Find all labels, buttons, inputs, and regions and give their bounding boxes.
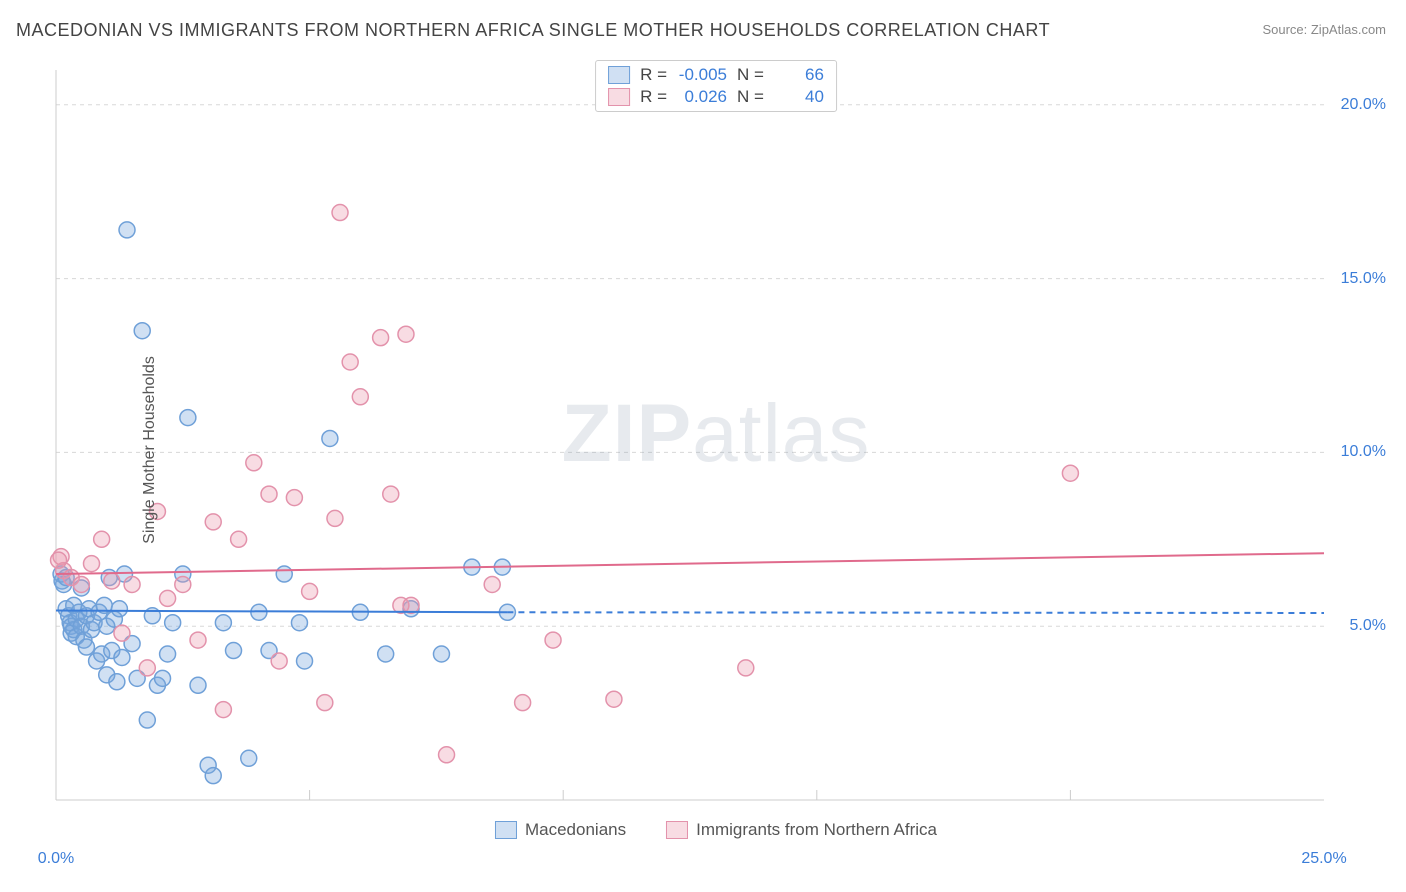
legend-top-row-0: R = -0.005 N = 66 — [608, 65, 824, 85]
chart-svg — [48, 60, 1384, 840]
y-axis-label: Single Mother Households — [141, 356, 159, 544]
legend-n-val-1: 40 — [774, 87, 824, 107]
chart-container: MACEDONIAN VS IMMIGRANTS FROM NORTHERN A… — [0, 0, 1406, 892]
legend-r-val-0: -0.005 — [677, 65, 727, 85]
legend-n-label-0: N = — [737, 65, 764, 85]
y-tick-label: 10.0% — [1341, 443, 1386, 461]
y-tick-label: 15.0% — [1341, 270, 1386, 288]
y-tick-label: 5.0% — [1350, 617, 1386, 635]
legend-swatch-1 — [608, 88, 630, 106]
chart-title: MACEDONIAN VS IMMIGRANTS FROM NORTHERN A… — [16, 20, 1050, 41]
legend-n-label-1: N = — [737, 87, 764, 107]
legend-bottom-item-0: Macedonians — [495, 820, 626, 840]
legend-r-label-0: R = — [640, 65, 667, 85]
legend-bottom-swatch-1 — [666, 821, 688, 839]
legend-bottom: Macedonians Immigrants from Northern Afr… — [495, 820, 937, 840]
legend-top-row-1: R = 0.026 N = 40 — [608, 87, 824, 107]
x-tick-label: 25.0% — [1301, 850, 1346, 868]
legend-n-val-0: 66 — [774, 65, 824, 85]
legend-bottom-item-1: Immigrants from Northern Africa — [666, 820, 937, 840]
source-label: Source: ZipAtlas.com — [1262, 22, 1386, 37]
legend-bottom-label-1: Immigrants from Northern Africa — [696, 820, 937, 840]
legend-swatch-0 — [608, 66, 630, 84]
legend-bottom-swatch-0 — [495, 821, 517, 839]
legend-r-val-1: 0.026 — [677, 87, 727, 107]
legend-top: R = -0.005 N = 66 R = 0.026 N = 40 — [595, 60, 837, 112]
plot-area: Single Mother Households ZIPatlas R = -0… — [48, 60, 1384, 840]
y-tick-label: 20.0% — [1341, 96, 1386, 114]
x-tick-label: 0.0% — [38, 850, 74, 868]
legend-bottom-label-0: Macedonians — [525, 820, 626, 840]
legend-r-label-1: R = — [640, 87, 667, 107]
